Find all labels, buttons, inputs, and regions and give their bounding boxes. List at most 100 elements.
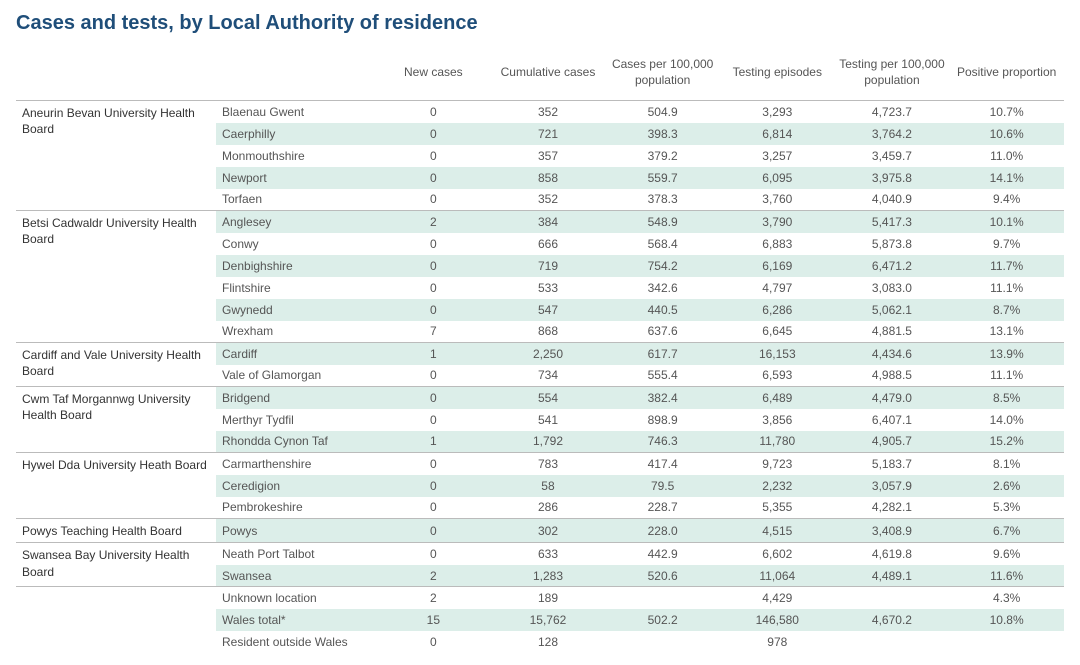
local-authority-cell: Neath Port Talbot	[216, 543, 376, 565]
value-cell: 352	[491, 189, 606, 211]
value-cell: 79.5	[605, 475, 720, 497]
value-cell: 2	[376, 587, 491, 609]
table-row: Swansea Bay University Health BoardNeath…	[16, 543, 1064, 565]
value-cell: 6.7%	[949, 519, 1064, 543]
local-authority-cell: Swansea	[216, 565, 376, 587]
value-cell: 666	[491, 233, 606, 255]
health-board-cell: Swansea Bay University Health Board	[16, 543, 216, 587]
value-cell: 4,670.2	[835, 609, 950, 631]
local-authority-cell: Newport	[216, 167, 376, 189]
value-cell: 3,083.0	[835, 277, 950, 299]
value-cell: 4,988.5	[835, 365, 950, 387]
local-authority-cell: Unknown location	[216, 587, 376, 609]
value-cell: 4.3%	[949, 587, 1064, 609]
value-cell: 128	[491, 631, 606, 653]
value-cell: 228.7	[605, 497, 720, 519]
value-cell: 734	[491, 365, 606, 387]
value-cell: 1	[376, 343, 491, 365]
value-cell: 228.0	[605, 519, 720, 543]
local-authority-cell: Bridgend	[216, 387, 376, 409]
value-cell: 0	[376, 145, 491, 167]
local-authority-cell: Vale of Glamorgan	[216, 365, 376, 387]
value-cell	[949, 631, 1064, 653]
value-cell: 9.6%	[949, 543, 1064, 565]
local-authority-cell: Torfaen	[216, 189, 376, 211]
value-cell: 3,790	[720, 211, 835, 233]
value-cell: 0	[376, 189, 491, 211]
value-cell: 0	[376, 123, 491, 145]
cases-table: New cases Cumulative cases Cases per 100…	[16, 49, 1064, 653]
value-cell: 3,760	[720, 189, 835, 211]
header-row: New cases Cumulative cases Cases per 100…	[16, 49, 1064, 101]
local-authority-cell: Merthyr Tydfil	[216, 409, 376, 431]
value-cell: 6,814	[720, 123, 835, 145]
value-cell: 9,723	[720, 453, 835, 475]
col-testing-episodes: Testing episodes	[720, 49, 835, 101]
health-board-cell: Betsi Cadwaldr University Health Board	[16, 211, 216, 343]
value-cell: 442.9	[605, 543, 720, 565]
value-cell: 568.4	[605, 233, 720, 255]
value-cell: 382.4	[605, 387, 720, 409]
local-authority-cell: Rhondda Cynon Taf	[216, 431, 376, 453]
local-authority-cell: Monmouthshire	[216, 145, 376, 167]
value-cell: 559.7	[605, 167, 720, 189]
col-new-cases: New cases	[376, 49, 491, 101]
value-cell: 5,355	[720, 497, 835, 519]
value-cell: 6,593	[720, 365, 835, 387]
value-cell: 4,282.1	[835, 497, 950, 519]
value-cell: 0	[376, 101, 491, 123]
value-cell	[605, 587, 720, 609]
value-cell: 6,407.1	[835, 409, 950, 431]
value-cell: 5,417.3	[835, 211, 950, 233]
value-cell: 6,883	[720, 233, 835, 255]
value-cell: 3,459.7	[835, 145, 950, 167]
value-cell: 378.3	[605, 189, 720, 211]
value-cell: 8.5%	[949, 387, 1064, 409]
local-authority-cell: Wales total*	[216, 609, 376, 631]
health-board-cell: Powys Teaching Health Board	[16, 519, 216, 543]
value-cell: 16,153	[720, 343, 835, 365]
value-cell: 0	[376, 387, 491, 409]
value-cell: 4,489.1	[835, 565, 950, 587]
value-cell: 10.7%	[949, 101, 1064, 123]
value-cell: 754.2	[605, 255, 720, 277]
local-authority-cell: Cardiff	[216, 343, 376, 365]
value-cell: 2.6%	[949, 475, 1064, 497]
value-cell: 6,286	[720, 299, 835, 321]
value-cell: 0	[376, 167, 491, 189]
local-authority-cell: Denbighshire	[216, 255, 376, 277]
value-cell: 10.8%	[949, 609, 1064, 631]
local-authority-cell: Gwynedd	[216, 299, 376, 321]
value-cell: 868	[491, 321, 606, 343]
table-row: Betsi Cadwaldr University Health BoardAn…	[16, 211, 1064, 233]
local-authority-cell: Anglesey	[216, 211, 376, 233]
value-cell: 783	[491, 453, 606, 475]
value-cell	[605, 631, 720, 653]
value-cell: 3,293	[720, 101, 835, 123]
value-cell: 286	[491, 497, 606, 519]
local-authority-cell: Conwy	[216, 233, 376, 255]
value-cell: 637.6	[605, 321, 720, 343]
local-authority-cell: Carmarthenshire	[216, 453, 376, 475]
value-cell: 617.7	[605, 343, 720, 365]
value-cell: 0	[376, 519, 491, 543]
health-board-cell: Cardiff and Vale University Health Board	[16, 343, 216, 387]
value-cell: 719	[491, 255, 606, 277]
value-cell: 11.1%	[949, 277, 1064, 299]
value-cell: 8.7%	[949, 299, 1064, 321]
value-cell: 302	[491, 519, 606, 543]
col-cumulative-cases: Cumulative cases	[491, 49, 606, 101]
value-cell: 189	[491, 587, 606, 609]
value-cell: 0	[376, 233, 491, 255]
value-cell	[835, 631, 950, 653]
table-row: Hywel Dda University Heath BoardCarmarth…	[16, 453, 1064, 475]
value-cell: 440.5	[605, 299, 720, 321]
value-cell: 11.1%	[949, 365, 1064, 387]
value-cell: 6,645	[720, 321, 835, 343]
value-cell: 10.6%	[949, 123, 1064, 145]
local-authority-cell: Resident outside Wales	[216, 631, 376, 653]
value-cell: 7	[376, 321, 491, 343]
value-cell: 384	[491, 211, 606, 233]
value-cell: 3,257	[720, 145, 835, 167]
health-board-cell: Hywel Dda University Heath Board	[16, 453, 216, 519]
